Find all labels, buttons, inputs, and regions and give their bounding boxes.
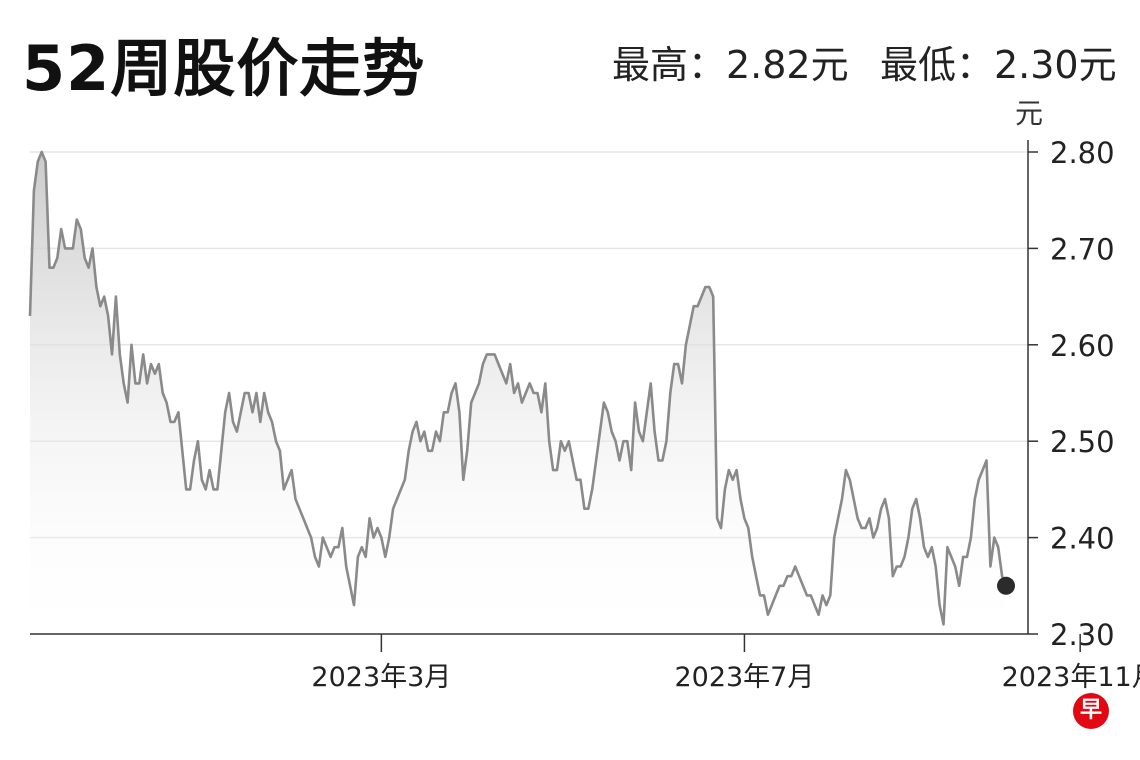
y-tick-label: 2.50: [1050, 425, 1115, 459]
y-tick-label: 2.80: [1050, 136, 1115, 170]
x-tick-label: 2023年7月: [674, 662, 814, 693]
y-axis-ticks: 2.30 2.40 2.50 2.60 2.70 2.80: [1028, 136, 1115, 652]
y-axis-unit: 元: [1015, 97, 1043, 130]
low-price-label: 最低：2.30元: [880, 43, 1117, 87]
last-price-marker: [997, 576, 1015, 595]
x-tick-label: 2023年11月: [1002, 662, 1140, 693]
y-tick-label: 2.30: [1050, 618, 1115, 652]
y-tick-label: 2.70: [1050, 232, 1115, 266]
x-tick-label: 2023年3月: [311, 662, 451, 693]
zaobao-logo: 早: [1073, 693, 1109, 729]
price-area-fill: [30, 152, 1006, 634]
axes: [30, 140, 1029, 635]
price-line: [28, 150, 1008, 626]
high-price-label: 最高：2.82元: [612, 43, 849, 87]
y-tick-label: 2.60: [1050, 329, 1115, 363]
y-tick-label: 2.40: [1050, 522, 1115, 556]
x-axis-ticks: 2023年3月 2023年7月 2023年11月: [311, 634, 1140, 693]
chart-title: 52周股价走势: [22, 32, 426, 105]
